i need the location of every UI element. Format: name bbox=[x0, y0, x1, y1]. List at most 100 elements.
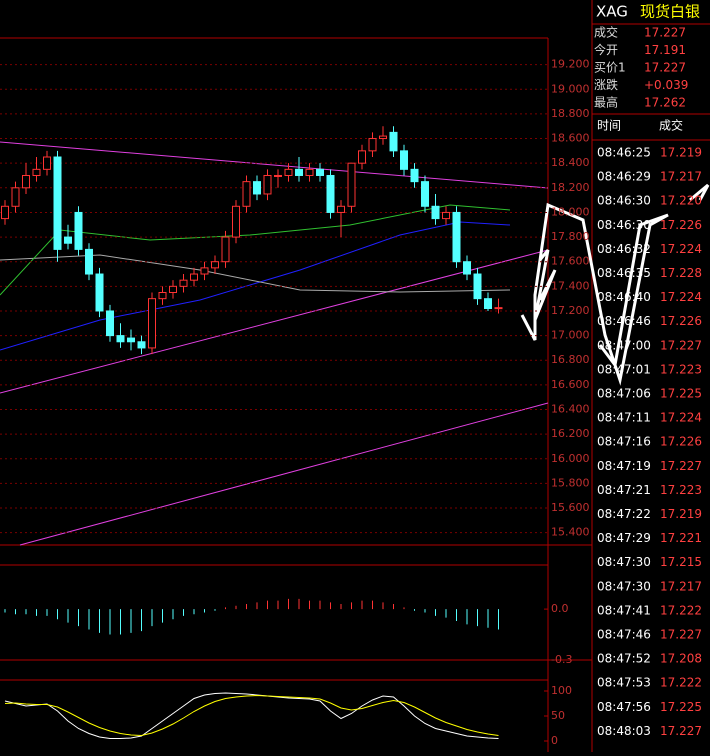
trade-price: 17.224 bbox=[660, 242, 702, 256]
trade-time: 08:47:52 bbox=[597, 652, 651, 666]
y-tick-label: 16.000 bbox=[551, 452, 590, 465]
candle-body bbox=[22, 174, 30, 189]
y-tick-label: 19.000 bbox=[551, 82, 590, 95]
trade-price: 17.217 bbox=[660, 579, 702, 593]
y-tick-label: 18.800 bbox=[551, 107, 590, 120]
trend-line bbox=[0, 249, 549, 394]
trade-time: 08:47:19 bbox=[597, 459, 651, 473]
trade-price: 17.224 bbox=[660, 411, 702, 425]
quote-value: 17.227 bbox=[644, 26, 686, 40]
candle-body bbox=[421, 181, 429, 207]
candle-body bbox=[295, 168, 303, 176]
candle-body bbox=[116, 335, 125, 343]
trade-price: 17.227 bbox=[660, 628, 702, 642]
quote-label: 今开 bbox=[594, 42, 618, 57]
trade-time: 08:47:46 bbox=[597, 628, 651, 642]
candle-body bbox=[284, 168, 293, 176]
candle-body bbox=[305, 168, 314, 176]
trade-time: 08:47:53 bbox=[597, 676, 651, 690]
trade-time: 08:47:29 bbox=[597, 531, 651, 545]
trade-price: 17.227 bbox=[660, 459, 702, 473]
candle-body bbox=[484, 298, 492, 310]
candle-body bbox=[53, 156, 62, 250]
quote-value: 17.262 bbox=[644, 96, 686, 110]
y-tick-label: 15.400 bbox=[551, 526, 590, 539]
trade-time: 08:46:32 bbox=[597, 242, 651, 256]
trade-price: 17.219 bbox=[660, 146, 702, 160]
trade-price: 17.217 bbox=[660, 170, 702, 184]
y-tick-label: -0.3 bbox=[551, 653, 572, 666]
y-tick-label: 17.800 bbox=[551, 230, 590, 243]
y-tick-label: 17.200 bbox=[551, 304, 590, 317]
candle-body bbox=[368, 138, 377, 152]
trade-price: 17.224 bbox=[660, 290, 702, 304]
trend-line bbox=[0, 141, 549, 189]
candle-body bbox=[442, 211, 450, 220]
trade-price: 17.228 bbox=[660, 266, 702, 280]
trade-price: 17.226 bbox=[660, 314, 702, 328]
candle-body bbox=[200, 267, 209, 275]
trade-price: 17.227 bbox=[660, 724, 702, 738]
trade-price: 17.226 bbox=[660, 435, 702, 449]
candle-body bbox=[494, 307, 503, 310]
zigzag-arrow bbox=[533, 249, 557, 321]
trade-price: 17.208 bbox=[660, 652, 702, 666]
candle-body bbox=[190, 273, 198, 281]
candle-body bbox=[358, 150, 366, 164]
candle-body bbox=[169, 285, 177, 293]
trade-time: 08:47:30 bbox=[597, 555, 651, 569]
trade-price: 17.227 bbox=[660, 338, 702, 352]
zigzag-arrow bbox=[520, 202, 669, 386]
candle-body bbox=[11, 187, 20, 207]
trade-time: 08:47:21 bbox=[597, 483, 651, 497]
trade-price: 17.215 bbox=[660, 555, 702, 569]
trade-time: 08:46:29 bbox=[597, 170, 651, 184]
zigzag-arrow bbox=[689, 183, 710, 202]
trend-line bbox=[19, 402, 549, 546]
candle-body bbox=[1, 205, 9, 220]
kdj-line bbox=[4, 692, 499, 739]
candle-body bbox=[211, 261, 219, 269]
candle-body bbox=[158, 292, 167, 300]
candle-body bbox=[137, 341, 146, 349]
trade-time: 08:46:40 bbox=[597, 290, 651, 304]
y-tick-label: 19.200 bbox=[551, 58, 590, 71]
trades-header: 成交 bbox=[659, 118, 683, 133]
y-tick-label: 16.200 bbox=[551, 427, 590, 440]
candle-body bbox=[337, 205, 345, 213]
trade-price: 17.222 bbox=[660, 676, 702, 690]
arrows bbox=[520, 183, 710, 386]
y-tick-label: 17.600 bbox=[551, 255, 590, 268]
trade-price: 17.225 bbox=[660, 387, 702, 401]
candle-body bbox=[95, 273, 104, 312]
candle-body bbox=[221, 236, 230, 263]
candle-body bbox=[64, 236, 72, 244]
y-tick-label: 18.200 bbox=[551, 181, 590, 194]
candle-body bbox=[452, 211, 461, 263]
candle-body bbox=[43, 156, 51, 170]
y-tick-label: 18.600 bbox=[551, 132, 590, 145]
trade-price: 17.222 bbox=[660, 603, 702, 617]
candle-body bbox=[410, 168, 419, 183]
trade-price: 17.223 bbox=[660, 483, 702, 497]
candle-body bbox=[463, 261, 471, 275]
trade-time: 08:47:11 bbox=[597, 411, 651, 425]
candle-body bbox=[148, 298, 156, 349]
trade-price: 17.220 bbox=[660, 194, 702, 208]
trade-time: 08:46:46 bbox=[597, 314, 651, 328]
trade-time: 08:47:41 bbox=[597, 603, 651, 617]
candle-body bbox=[179, 279, 188, 287]
trade-time: 08:47:22 bbox=[597, 507, 651, 521]
y-tick-label: 16.800 bbox=[551, 353, 590, 366]
quote-value: 17.191 bbox=[644, 43, 686, 57]
candle-body bbox=[242, 181, 251, 207]
trade-price: 17.226 bbox=[660, 218, 702, 232]
quote-label: 最高 bbox=[594, 95, 618, 110]
trade-price: 17.221 bbox=[660, 531, 702, 545]
candle-body bbox=[400, 150, 408, 170]
trade-time: 08:47:00 bbox=[597, 338, 651, 352]
symbol: XAG bbox=[596, 3, 628, 21]
quote-label: 涨跌 bbox=[594, 77, 618, 92]
quote-label: 买价1 bbox=[594, 61, 626, 75]
